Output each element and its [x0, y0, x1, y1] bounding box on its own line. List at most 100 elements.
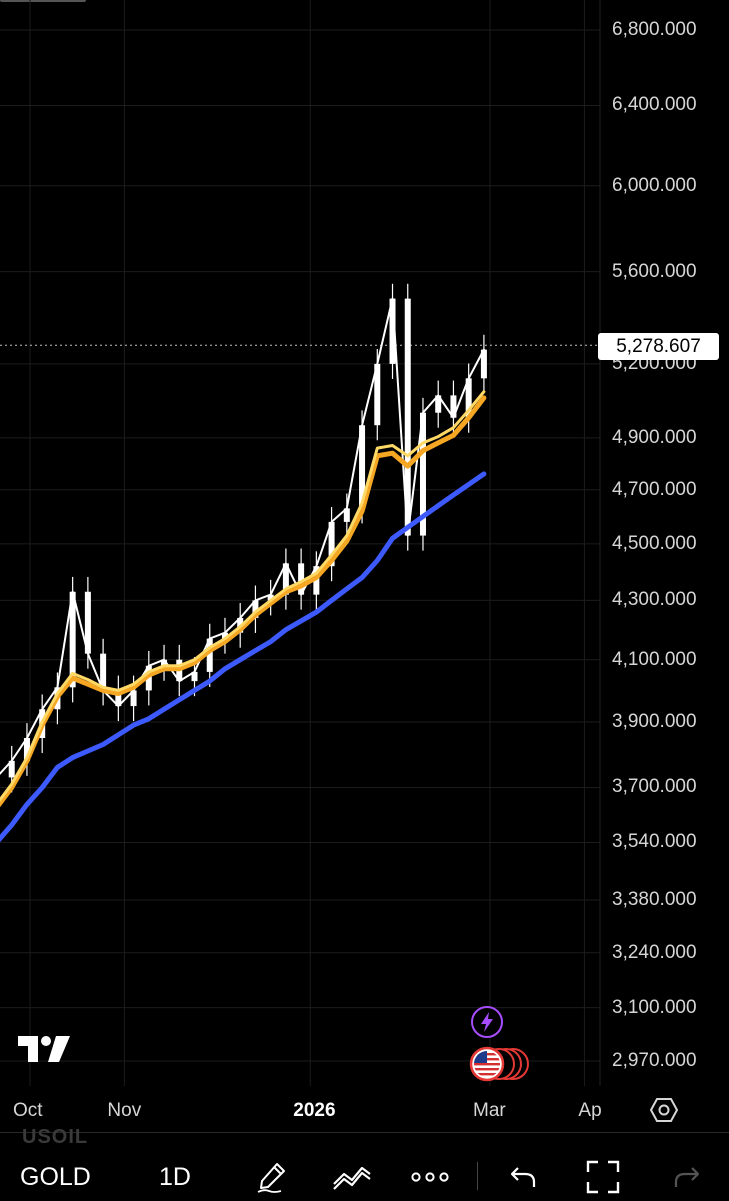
series-point — [422, 411, 424, 414]
series-point — [452, 426, 455, 429]
candle-body — [206, 638, 213, 672]
previous-symbol-label: USOIL — [22, 1126, 89, 1148]
x-tick-label: Nov — [107, 1100, 142, 1121]
y-tick-label: 3,240.000 — [612, 941, 697, 963]
candle-body — [328, 521, 335, 567]
series-point — [467, 483, 470, 486]
redo-button[interactable] — [670, 1160, 704, 1194]
series-point — [376, 447, 379, 449]
series-line-0 — [0, 297, 485, 776]
us-flag-icon[interactable] — [469, 1045, 533, 1083]
candle-body — [69, 591, 76, 688]
series-point — [483, 390, 485, 393]
series-point — [148, 671, 150, 673]
series-point — [148, 717, 150, 720]
candle-body — [480, 349, 487, 379]
drawing-tools-button[interactable] — [252, 1160, 292, 1194]
series-point — [285, 590, 287, 593]
y-tick-label: 3,700.000 — [612, 776, 697, 798]
series-point — [224, 631, 226, 634]
series-point — [254, 599, 257, 602]
toolbar-divider — [477, 1162, 478, 1190]
series-point — [361, 576, 363, 579]
candle-body — [465, 378, 472, 418]
series-point — [346, 588, 348, 590]
last-price-label: 5,278.607 — [598, 333, 719, 360]
lightning-icon[interactable] — [471, 1006, 503, 1038]
fullscreen-button[interactable] — [584, 1160, 622, 1194]
series-point — [315, 611, 318, 613]
candle-body — [100, 653, 107, 691]
series-point — [300, 580, 302, 583]
undo-icon — [510, 1167, 536, 1187]
series-point — [193, 689, 196, 692]
indicators-button[interactable] — [330, 1160, 374, 1194]
series-point — [361, 502, 363, 504]
panel-handle[interactable] — [0, 0, 86, 2]
series-point — [163, 708, 165, 711]
series-point — [102, 686, 104, 689]
candle-body — [115, 690, 122, 707]
symbol-button[interactable]: GOLD — [20, 1160, 100, 1194]
candle-body — [313, 566, 320, 595]
more-button[interactable] — [408, 1160, 452, 1194]
series-point — [132, 683, 135, 686]
candle-body — [298, 563, 305, 595]
series-point — [163, 658, 165, 661]
series-point — [117, 689, 120, 692]
series-point — [452, 494, 455, 496]
x-tick-label: Oct — [13, 1100, 43, 1121]
settings-icon[interactable] — [650, 1096, 678, 1124]
series-point — [346, 507, 348, 510]
series-point — [117, 705, 120, 707]
series-point — [193, 671, 196, 673]
series-point — [391, 452, 394, 454]
candle-body — [267, 594, 274, 601]
series-point — [406, 534, 409, 537]
series-point — [10, 783, 13, 785]
candle-body — [343, 508, 350, 522]
series-point — [132, 724, 135, 726]
candle-body — [282, 563, 289, 595]
x-tick-label: Ap — [578, 1100, 602, 1121]
pen-icon — [257, 1163, 285, 1193]
series-point — [376, 454, 379, 457]
y-tick-label: 3,100.000 — [612, 996, 697, 1018]
candle-body — [130, 690, 137, 707]
series-point — [285, 628, 287, 631]
y-tick-label: 5,600.000 — [612, 260, 697, 282]
series-point — [361, 424, 363, 427]
undo-button[interactable] — [506, 1160, 540, 1194]
candles — [8, 283, 487, 793]
candle-body — [389, 298, 396, 364]
series-point — [26, 737, 28, 739]
series-point — [102, 743, 104, 746]
series-point — [254, 611, 257, 613]
candle-body — [252, 600, 259, 618]
series-point — [26, 756, 28, 759]
series-point — [208, 637, 211, 640]
candle-body — [8, 760, 15, 778]
series-point — [163, 664, 165, 667]
interval-button[interactable]: 1D — [150, 1160, 200, 1194]
series-point — [193, 661, 196, 664]
series-point — [269, 599, 272, 602]
series-point — [437, 394, 440, 397]
series-point — [87, 652, 89, 655]
series-point — [208, 649, 211, 652]
series-point — [422, 515, 424, 518]
y-tick-label: 3,900.000 — [612, 710, 697, 732]
series-point — [406, 454, 409, 457]
series-point — [178, 699, 181, 701]
candle-body — [191, 671, 198, 682]
y-tick-label: 6,400.000 — [612, 94, 697, 116]
bottom-toolbar — [0, 1132, 729, 1201]
series-point — [406, 465, 409, 467]
y-tick-label: 6,800.000 — [612, 19, 697, 40]
x-tick-label: Mar — [473, 1100, 506, 1121]
series-point — [224, 668, 226, 670]
x-tick-label: 2026 — [293, 1100, 336, 1121]
interval-label: 1D — [159, 1162, 191, 1191]
series-point — [71, 677, 74, 679]
